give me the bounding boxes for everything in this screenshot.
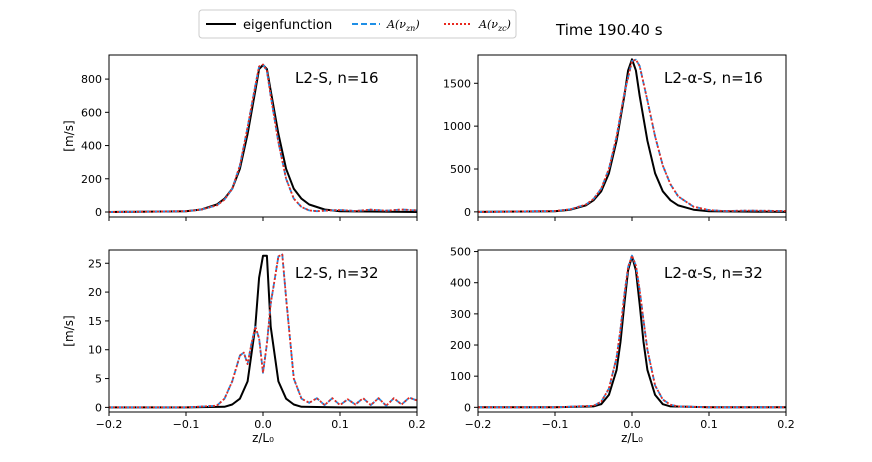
panel2-y-tick-label: 5: [95, 373, 102, 386]
panel2-y-tick-label: 0: [95, 401, 102, 414]
panel3-title-l2-alpha-s-n-32: L2-α-S, n=32: [664, 264, 763, 282]
panel3-x-tick-label: −0.2: [465, 418, 492, 431]
legend-label-a-vzc: A(νzc): [478, 18, 511, 33]
panel2-x-tick-label: 0.0: [254, 418, 272, 431]
legend-label-eigenfunction: eigenfunction: [243, 18, 332, 33]
panel0-y-tick-label: 400: [81, 140, 102, 153]
panel0-y-tick-label: 200: [81, 173, 102, 186]
time-label: Time 190.40 s: [555, 21, 663, 39]
panel-l2-s-n32: −0.2 −0.1 0.0 0.1 0.2 0 5 10 15 20 25 L2-S, n=32 [m/…: [62, 249, 426, 445]
panel3-x-tick-label: 0.2: [777, 418, 795, 431]
panel3-x-tick-label: 0.1: [700, 418, 718, 431]
panel3-x-tick-label: −0.1: [542, 418, 569, 431]
panel-l2-alpha-s-n32: −0.2 −0.1 0.0 0.1 0.2 0 100 200 300 400 500 L2-α-S,…: [450, 246, 795, 445]
panel2-eigenfunction-line: [109, 254, 417, 409]
panel3-y-tick-label: 400: [450, 277, 471, 290]
panel3-y-tick-label: 300: [450, 308, 471, 321]
panel0-title-l2-s-n-16: L2-S, n=16: [295, 69, 379, 87]
panel1-a-vzc-line: [478, 58, 786, 213]
panel3-x-axis-label: z/L₀: [621, 431, 643, 445]
panel3-y-tick-label: 200: [450, 339, 471, 352]
panel2-x-tick-label: −0.2: [96, 418, 123, 431]
panel2-y-tick-label: 15: [88, 315, 102, 328]
panel3-x-tick-label: 0.0: [623, 418, 641, 431]
panel0-y-tick-label: 600: [81, 106, 102, 119]
panel2-title-l2-s-n-32: L2-S, n=32: [295, 264, 379, 282]
panel0-series-group: [109, 63, 417, 213]
panel0-y-axis-label: [m/s]: [62, 120, 76, 151]
panel3-y-tick-label: 500: [450, 246, 471, 259]
panel3-a-vzc-line: [478, 254, 786, 409]
panel3-y-tick-label: 100: [450, 370, 471, 383]
panel-l2-s-n16: 0 200 400 600 800 L2-S, n=16 [m/s]: [62, 54, 418, 221]
panel3-series-group: [478, 254, 786, 409]
panel0-a-vzc-line: [109, 63, 417, 213]
panel2-x-tick-label: 0.1: [331, 418, 349, 431]
legend: eigenfunction A(νzn) A(νzc): [198, 9, 517, 39]
panel1-series-group: [478, 58, 786, 213]
panel2-y-tick-label: 20: [88, 286, 102, 299]
panel-l2-alpha-s-n16: 0 500 1000 1500 L2-α-S, n=16: [443, 54, 787, 221]
panel1-title-l2-alpha-s-n-16: L2-α-S, n=16: [664, 69, 763, 87]
panel2-x-axis-label: z/L₀: [252, 431, 274, 445]
panel0-y-tick-label: 800: [81, 73, 102, 86]
panel1-y-tick-label: 0: [464, 206, 471, 219]
panel3-y-tick-label: 0: [464, 401, 471, 414]
panel2-series-group: [109, 253, 417, 409]
panel0-y-tick-label: 0: [95, 206, 102, 219]
panel1-y-tick-label: 1000: [443, 120, 471, 133]
panel2-a-vzc-line: [109, 253, 417, 409]
panel1-y-tick-label: 1500: [443, 77, 471, 90]
legend-label-a-vzn: A(νzn): [386, 18, 420, 33]
panel2-y-tick-label: 10: [88, 344, 102, 357]
panel2-x-tick-label: 0.2: [408, 418, 426, 431]
panel2-y-axis-label: [m/s]: [62, 315, 76, 346]
panel2-y-tick-label: 25: [88, 257, 102, 270]
panel1-y-tick-label: 500: [450, 163, 471, 176]
panel2-x-tick-label: −0.1: [173, 418, 200, 431]
